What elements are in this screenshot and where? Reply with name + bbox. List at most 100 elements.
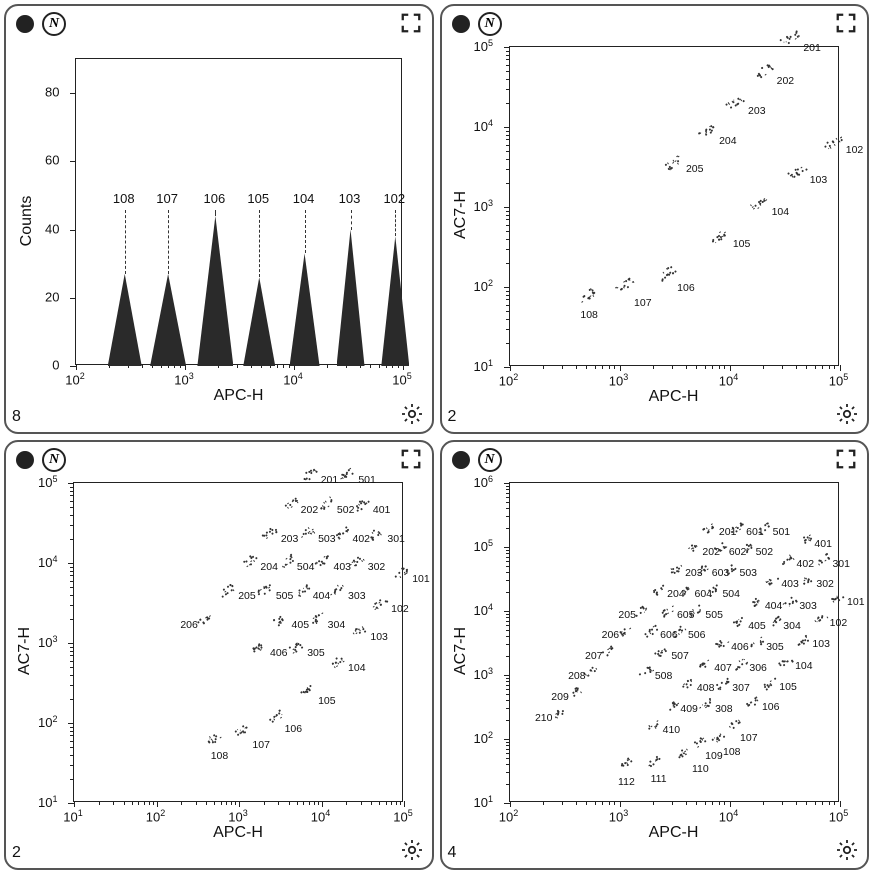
cluster bbox=[764, 574, 778, 586]
x-axis-label: APC-H bbox=[213, 824, 263, 842]
cluster-label: 401 bbox=[373, 504, 391, 516]
panel-D: N420160150140120260250240230120360350340… bbox=[440, 440, 870, 870]
expand-icon[interactable] bbox=[400, 448, 422, 470]
cluster-label: 202 bbox=[702, 546, 720, 558]
cluster bbox=[663, 699, 677, 711]
y-tick-label: 60 bbox=[45, 153, 59, 168]
y-tick-label: 0 bbox=[52, 358, 59, 373]
cluster bbox=[795, 634, 809, 646]
x-tick-label: 104 bbox=[283, 371, 302, 387]
gear-icon[interactable] bbox=[835, 402, 859, 426]
cluster-label: 108 bbox=[580, 309, 598, 321]
panel-A: N8102103104105APC-H020406080Counts108107… bbox=[4, 4, 434, 434]
cluster bbox=[830, 592, 844, 604]
cluster-label: 205 bbox=[238, 590, 256, 602]
circled-n-icon: N bbox=[478, 448, 502, 472]
circled-n-icon: N bbox=[478, 12, 502, 36]
corner-number: 2 bbox=[12, 844, 21, 862]
x-tick-label: 101 bbox=[63, 808, 82, 824]
y-tick-label: 102 bbox=[38, 714, 57, 730]
cluster bbox=[654, 646, 668, 658]
cluster-label: 202 bbox=[301, 504, 319, 516]
cluster-label: 506 bbox=[688, 629, 706, 641]
cluster-label: 201 bbox=[803, 42, 821, 54]
cluster bbox=[813, 613, 827, 625]
cluster bbox=[617, 758, 631, 770]
cluster-label: 104 bbox=[348, 662, 366, 674]
gear-icon[interactable] bbox=[400, 402, 424, 426]
cluster-label: 208 bbox=[568, 670, 586, 682]
cluster bbox=[317, 497, 333, 511]
y-tick-label: 104 bbox=[474, 118, 493, 134]
gear-icon[interactable] bbox=[400, 838, 424, 862]
cluster-label: 307 bbox=[732, 682, 750, 694]
expand-icon[interactable] bbox=[835, 448, 857, 470]
cluster-label: 304 bbox=[328, 619, 346, 631]
x-tick-label: 102 bbox=[499, 808, 518, 824]
cluster-label: 503 bbox=[318, 533, 336, 545]
solid-dot-icon bbox=[16, 451, 34, 469]
circled-n-icon: N bbox=[42, 12, 66, 36]
x-axis-label: APC-H bbox=[649, 388, 699, 406]
cluster-label: 106 bbox=[677, 282, 695, 294]
cluster bbox=[780, 29, 799, 46]
cluster bbox=[650, 584, 664, 596]
cluster bbox=[353, 497, 369, 511]
circled-n-icon: N bbox=[42, 448, 66, 472]
plot-area: 2015012025024012035034023012045044033022… bbox=[73, 482, 403, 802]
x-tick-label: 103 bbox=[174, 371, 193, 387]
cluster-label: 403 bbox=[781, 578, 799, 590]
x-tick-label: 102 bbox=[65, 371, 84, 387]
cluster-label: 105 bbox=[779, 681, 797, 693]
y-axis-label: AC7-H bbox=[452, 627, 470, 675]
expand-icon[interactable] bbox=[835, 12, 857, 34]
cluster bbox=[293, 583, 309, 597]
x-tick-label: 102 bbox=[146, 808, 165, 824]
expand-icon[interactable] bbox=[400, 12, 422, 34]
y-tick-label: 105 bbox=[38, 474, 57, 490]
cluster-label: 301 bbox=[832, 558, 850, 570]
cluster-label: 505 bbox=[276, 590, 294, 602]
cluster bbox=[240, 554, 256, 568]
cluster bbox=[196, 612, 212, 626]
cluster bbox=[392, 566, 408, 580]
hist-peak bbox=[197, 216, 233, 366]
hist-peak bbox=[290, 253, 320, 366]
peak-label: 108 bbox=[113, 191, 135, 206]
cluster-label: 205 bbox=[618, 609, 636, 621]
cluster bbox=[724, 94, 743, 111]
cluster-label: 203 bbox=[685, 567, 703, 579]
x-tick-label: 105 bbox=[393, 808, 412, 824]
cluster bbox=[638, 666, 652, 678]
cluster bbox=[695, 124, 714, 141]
cluster-label: 502 bbox=[337, 504, 355, 516]
cluster-label: 103 bbox=[812, 638, 830, 650]
cluster bbox=[748, 195, 767, 212]
x-tick-label: 103 bbox=[609, 808, 628, 824]
cluster-label: 404 bbox=[313, 590, 331, 602]
cluster-label: 606 bbox=[660, 629, 678, 641]
cluster-label: 303 bbox=[348, 590, 366, 602]
cluster bbox=[328, 655, 344, 669]
cluster bbox=[762, 676, 776, 688]
cluster bbox=[350, 624, 366, 638]
peak-label: 102 bbox=[383, 191, 405, 206]
y-tick-label: 102 bbox=[474, 730, 493, 746]
x-tick-label: 105 bbox=[829, 372, 848, 388]
cluster bbox=[710, 731, 724, 743]
cluster-label: 503 bbox=[740, 567, 758, 579]
cluster-label: 112 bbox=[618, 776, 635, 788]
cluster bbox=[732, 658, 746, 670]
cluster bbox=[822, 134, 841, 151]
cluster bbox=[577, 286, 596, 303]
cluster-label: 206 bbox=[180, 619, 198, 631]
cluster-label: 106 bbox=[762, 701, 780, 713]
solid-dot-icon bbox=[452, 15, 470, 33]
cluster-label: 501 bbox=[773, 526, 791, 538]
cluster bbox=[668, 563, 682, 575]
cluster bbox=[256, 583, 272, 597]
panel-header: N bbox=[452, 448, 502, 472]
corner-number: 8 bbox=[12, 408, 21, 426]
gear-icon[interactable] bbox=[835, 838, 859, 862]
cluster bbox=[655, 266, 674, 283]
